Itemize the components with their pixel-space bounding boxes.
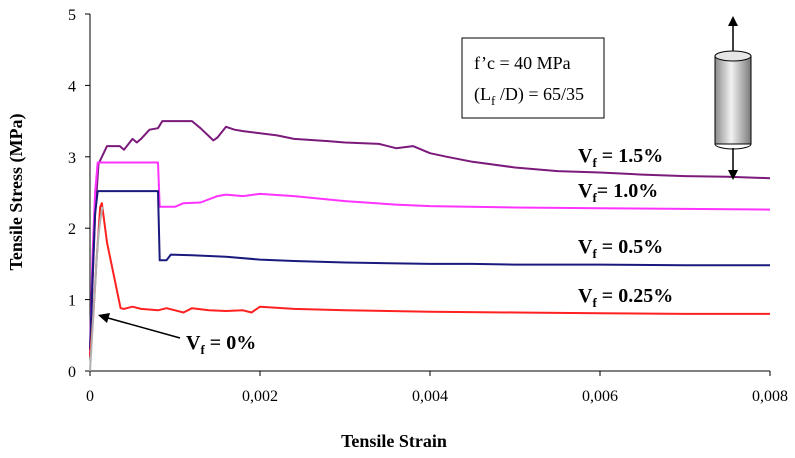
series-label-1-5-tail: = 1.5% xyxy=(597,145,663,167)
y-tick-label-5: 5 xyxy=(68,7,76,24)
series-label-0-25-tail: = 0.25% xyxy=(597,285,673,307)
series-label-1-0-sub: f xyxy=(592,190,597,205)
annotation-line-2-post: /D) = 65/35 xyxy=(495,84,584,105)
callout-arrowhead xyxy=(98,313,110,323)
series-label-0-tail: = 0% xyxy=(205,332,256,354)
y-tick-label-0: 0 xyxy=(68,364,76,381)
callout-arrow-line xyxy=(107,317,181,339)
series-label-0-sub: f xyxy=(200,342,205,357)
series-line-vf-0-25 xyxy=(89,202,770,357)
series-label-0-5-tail: = 0.5% xyxy=(597,236,663,258)
tension-arrowhead-down xyxy=(728,170,738,180)
annotation-line-2: (Lf /D) = 65/35 xyxy=(474,84,584,108)
series-label-0-5-main: V xyxy=(578,236,593,258)
y-tick-label-1: 1 xyxy=(68,293,76,310)
x-tick-label-0: 0 xyxy=(86,388,94,405)
tension-arrowhead-up xyxy=(728,16,738,26)
annotation-line-1: f’c = 40 MPa xyxy=(474,53,571,73)
annotation-line-2-pre: (L xyxy=(474,84,491,105)
series-line-vf-1-0 xyxy=(89,161,771,350)
series-label-0-25: Vf = 0.25% xyxy=(578,285,673,310)
y-tick-label-3: 3 xyxy=(68,150,76,167)
series-line-vf-1-5 xyxy=(89,120,771,357)
y-axis-title: Tensile Stress (MPa) xyxy=(6,114,27,271)
series-line-vf-0 xyxy=(89,206,104,372)
series-label-1-5: Vf = 1.5% xyxy=(578,145,663,170)
series-label-1-0: Vf= 1.0% xyxy=(578,180,658,205)
annotation-line-2-sub: f xyxy=(491,93,496,108)
series-label-0-25-sub: f xyxy=(592,295,597,310)
axis-ticks: 0 1 2 3 4 5 0 0,002 0,004 0,006 0,008 xyxy=(68,7,788,405)
series-line-vf-0-5 xyxy=(89,190,770,350)
cylinder-specimen-icon xyxy=(714,16,752,180)
cylinder-top xyxy=(714,50,752,62)
x-tick-label-2: 0,004 xyxy=(412,388,448,405)
series-label-0: Vf = 0% xyxy=(186,332,256,357)
series-label-1-0-tail: = 1.0% xyxy=(597,180,658,202)
x-tick-label-4: 0,008 xyxy=(752,388,788,405)
y-tick-label-4: 4 xyxy=(68,78,76,95)
x-axis-title: Tensile Strain xyxy=(341,431,447,451)
series-layer xyxy=(89,120,771,372)
series-label-0-25-main: V xyxy=(578,285,593,307)
annotation-frame xyxy=(461,37,605,119)
series-label-1-0-main: V xyxy=(578,180,593,202)
series-label-1-5-main: V xyxy=(578,145,593,167)
annotation-box: f’c = 40 MPa (Lf /D) = 65/35 xyxy=(461,37,605,119)
x-tick-label-1: 0,002 xyxy=(242,388,278,405)
series-label-0-main: V xyxy=(186,332,201,354)
x-tick-label-3: 0,006 xyxy=(582,388,618,405)
series-label-0-5: Vf = 0.5% xyxy=(578,236,663,261)
y-tick-label-2: 2 xyxy=(68,221,76,238)
series-label-0-5-sub: f xyxy=(592,246,597,261)
cylinder-body xyxy=(714,55,752,145)
series-label-1-5-sub: f xyxy=(592,155,597,170)
